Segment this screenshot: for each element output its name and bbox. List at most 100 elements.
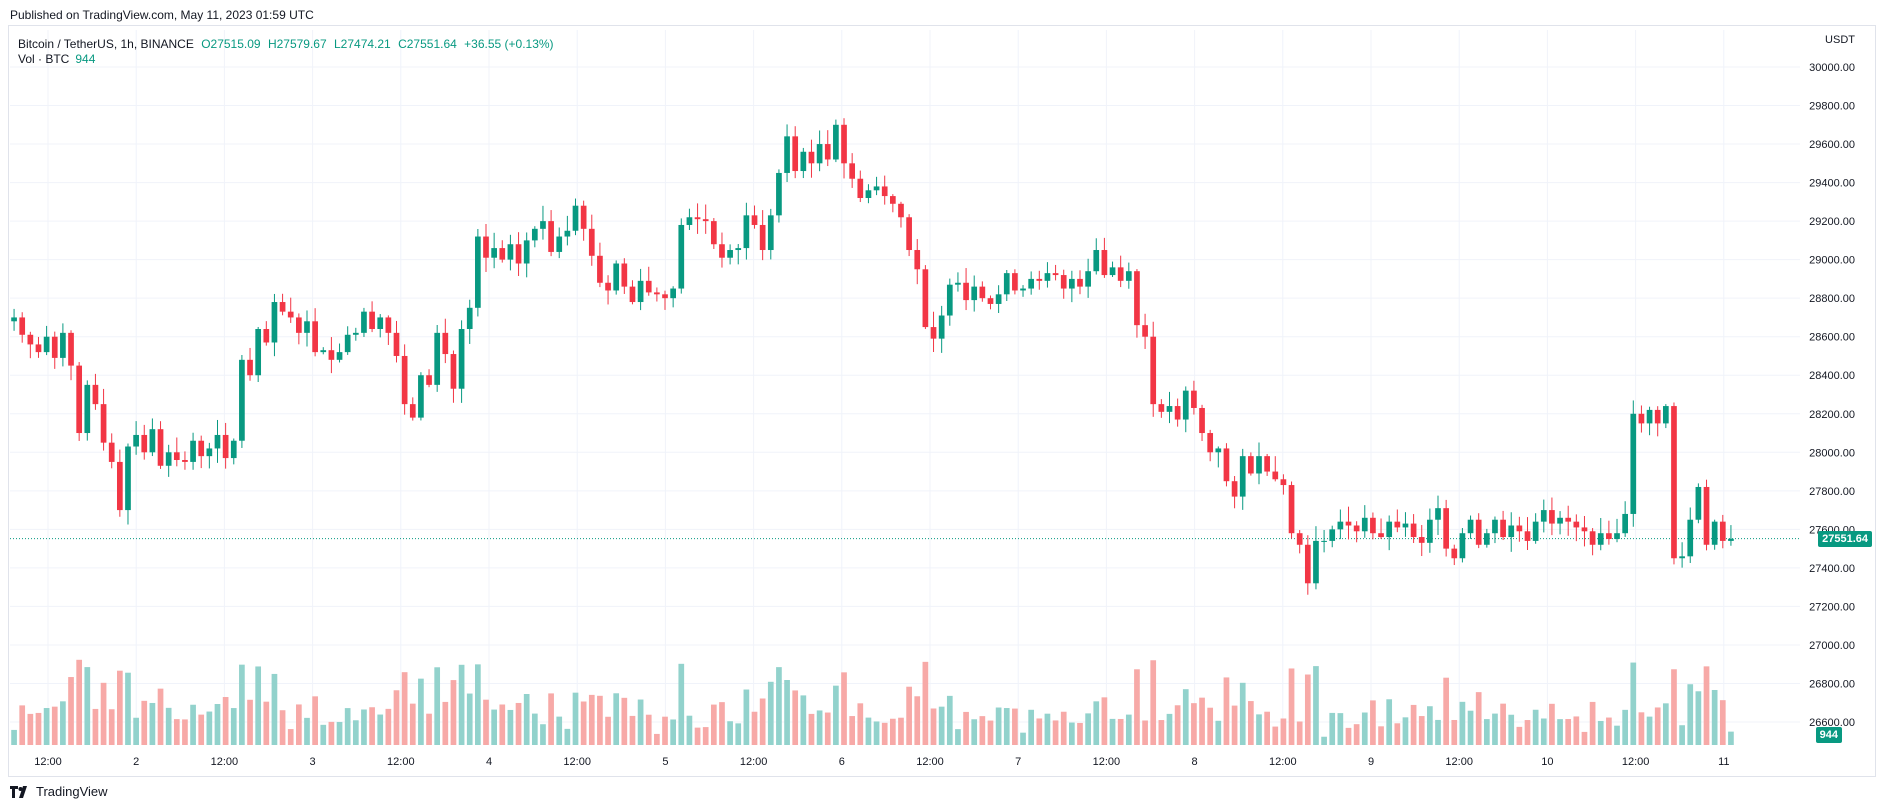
candle-body bbox=[1589, 531, 1596, 545]
candle-body bbox=[759, 224, 766, 251]
volume-bar bbox=[296, 704, 302, 745]
volume-bar bbox=[1435, 719, 1441, 745]
volume-bar bbox=[328, 721, 335, 745]
chart-frame bbox=[8, 25, 1876, 777]
candle-body bbox=[35, 344, 42, 353]
volume-bar bbox=[418, 678, 424, 745]
volume-bar bbox=[1679, 725, 1685, 745]
candle-body bbox=[1549, 510, 1555, 524]
volume-bar bbox=[1264, 711, 1270, 745]
brand-footer[interactable]: TradingView bbox=[10, 784, 108, 799]
y-tick-label: 28200.00 bbox=[1809, 409, 1855, 421]
candle-body bbox=[206, 448, 213, 457]
candle-body bbox=[43, 336, 50, 353]
volume-bar bbox=[930, 708, 937, 745]
volume-bar bbox=[11, 729, 17, 745]
candle-body bbox=[125, 446, 131, 511]
candle-body bbox=[1199, 407, 1205, 434]
volume-legend[interactable]: Vol · BTC 944 bbox=[18, 52, 95, 66]
candle-body bbox=[751, 215, 758, 225]
x-tick-label: 12:00 bbox=[563, 756, 591, 768]
volume-bar bbox=[1695, 691, 1702, 745]
volume-bar bbox=[1394, 723, 1401, 745]
volume-bar bbox=[1581, 731, 1588, 745]
x-tick-label: 12:00 bbox=[740, 756, 768, 768]
candle-body bbox=[1597, 533, 1604, 545]
candle-body bbox=[434, 332, 441, 385]
volume-bar bbox=[108, 709, 115, 745]
candle-body bbox=[735, 248, 742, 251]
candle-body bbox=[1093, 250, 1100, 272]
x-tick-label: 12:00 bbox=[34, 756, 62, 768]
x-tick-label: 2 bbox=[133, 756, 139, 768]
volume-bar bbox=[1199, 697, 1205, 745]
volume-bar bbox=[1239, 682, 1246, 745]
candle-body bbox=[719, 244, 725, 258]
volume-bar bbox=[1728, 731, 1734, 745]
volume-bar bbox=[1459, 701, 1466, 745]
volume-bar bbox=[68, 677, 74, 745]
candle-body bbox=[1500, 519, 1506, 538]
candle-body bbox=[588, 228, 595, 256]
candle-body bbox=[1435, 508, 1441, 520]
volume-bar bbox=[1256, 714, 1262, 745]
volume-bar bbox=[1662, 703, 1669, 745]
volume-value: 944 bbox=[75, 52, 96, 66]
volume-bar bbox=[767, 681, 774, 745]
volume-bar bbox=[1475, 692, 1482, 745]
candle-body bbox=[247, 359, 253, 376]
candle-body bbox=[76, 365, 83, 434]
candle-body bbox=[629, 286, 636, 303]
volume-bar bbox=[377, 714, 384, 745]
volume-bar bbox=[1158, 720, 1165, 745]
candle-body bbox=[597, 255, 603, 283]
volume-bar bbox=[1296, 721, 1303, 745]
last-price-tag: 27551.64 bbox=[1818, 531, 1872, 547]
volume-bar bbox=[971, 719, 978, 745]
candle-body bbox=[1679, 556, 1685, 559]
candle-body bbox=[1662, 406, 1669, 424]
volume-bar bbox=[1622, 709, 1629, 745]
low-value: L27474.21 bbox=[334, 37, 391, 51]
y-tick-label: 28400.00 bbox=[1809, 370, 1855, 382]
volume-bar bbox=[222, 697, 229, 745]
candle-body bbox=[157, 429, 164, 466]
symbol-name[interactable]: Bitcoin / TetherUS, 1h, BINANCE bbox=[18, 37, 194, 51]
x-tick-label: 3 bbox=[310, 756, 316, 768]
candle-body bbox=[1052, 273, 1059, 276]
y-tick-label: 30000.00 bbox=[1809, 62, 1855, 74]
candle-body bbox=[198, 440, 205, 457]
x-tick-label: 12:00 bbox=[1445, 756, 1473, 768]
candle-body bbox=[1540, 510, 1547, 522]
candle-body bbox=[1638, 413, 1645, 424]
volume-bar bbox=[1573, 716, 1580, 745]
volume-bar bbox=[1207, 707, 1214, 745]
candle-body bbox=[1069, 278, 1075, 289]
candle-body bbox=[165, 452, 172, 466]
volume-bar bbox=[19, 705, 26, 745]
candle-body bbox=[987, 298, 994, 304]
volume-bar bbox=[1003, 708, 1010, 745]
candle-body bbox=[1280, 479, 1287, 486]
volume-bar bbox=[531, 713, 538, 745]
volume-bar bbox=[678, 663, 685, 745]
y-tick-label: 28800.00 bbox=[1809, 293, 1855, 305]
volume-bar bbox=[1483, 719, 1490, 745]
candle-body bbox=[645, 280, 652, 293]
candle-body bbox=[531, 228, 538, 241]
volume-bar bbox=[1451, 719, 1458, 745]
candle-body bbox=[1329, 529, 1336, 541]
candle-body bbox=[1394, 521, 1401, 528]
volume-bar bbox=[304, 717, 310, 745]
volume-bar bbox=[149, 702, 156, 745]
candle-body bbox=[1443, 508, 1449, 549]
candle-body bbox=[116, 461, 123, 511]
volume-bar bbox=[1077, 722, 1083, 745]
volume-bar bbox=[1386, 699, 1393, 745]
candle-body bbox=[1614, 533, 1620, 539]
grid bbox=[10, 30, 1800, 745]
candle-body bbox=[1459, 533, 1466, 559]
candle-body bbox=[930, 327, 937, 339]
volume-bar bbox=[1012, 708, 1018, 745]
